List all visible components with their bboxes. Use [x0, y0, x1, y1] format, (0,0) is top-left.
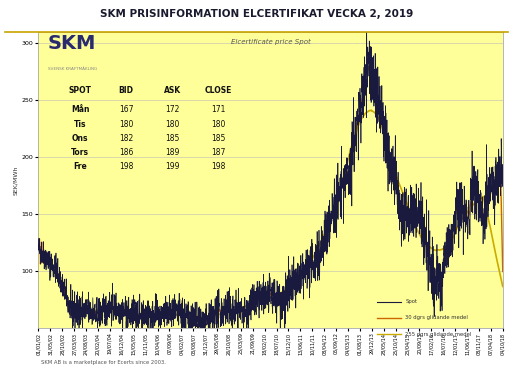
Text: SPOT: SPOT — [69, 86, 91, 95]
Text: SVENSK KRAFTMÄKLING: SVENSK KRAFTMÄKLING — [48, 68, 97, 71]
Text: 198: 198 — [119, 162, 133, 171]
Text: Mån: Mån — [71, 105, 89, 114]
Text: 30 dgrs glidande medel: 30 dgrs glidande medel — [405, 315, 468, 321]
Text: Ons: Ons — [72, 134, 88, 143]
Text: SKM PRISINFORMATION ELCERTIFIKAT VECKA 2, 2019: SKM PRISINFORMATION ELCERTIFIKAT VECKA 2… — [100, 9, 413, 19]
Text: 167: 167 — [119, 105, 133, 114]
Text: 172: 172 — [165, 105, 180, 114]
Y-axis label: SEK/MWh: SEK/MWh — [13, 165, 18, 195]
Text: SKM: SKM — [48, 34, 96, 53]
Text: 171: 171 — [211, 105, 226, 114]
Text: 186: 186 — [119, 148, 133, 157]
Text: 187: 187 — [211, 148, 226, 157]
Text: Spot: Spot — [405, 299, 417, 304]
Text: SKM AB is a marketplace for Ecerts since 2003.: SKM AB is a marketplace for Ecerts since… — [41, 361, 166, 365]
Text: ASK: ASK — [164, 86, 181, 95]
Text: 182: 182 — [119, 134, 133, 143]
Text: 185: 185 — [165, 134, 180, 143]
Text: 185: 185 — [211, 134, 226, 143]
Text: 180: 180 — [165, 119, 180, 129]
Text: BID: BID — [119, 86, 134, 95]
Text: 198: 198 — [211, 162, 226, 171]
Text: Elcertificate price Spot: Elcertificate price Spot — [231, 39, 310, 45]
Text: 180: 180 — [211, 119, 226, 129]
Text: 255 dgrs glidande medel: 255 dgrs glidande medel — [405, 332, 471, 337]
Text: Fre: Fre — [73, 162, 87, 171]
Text: 180: 180 — [119, 119, 133, 129]
Text: Tors: Tors — [71, 148, 89, 157]
Text: 189: 189 — [165, 148, 180, 157]
Text: Tis: Tis — [74, 119, 86, 129]
Text: CLOSE: CLOSE — [205, 86, 232, 95]
Text: 199: 199 — [165, 162, 180, 171]
